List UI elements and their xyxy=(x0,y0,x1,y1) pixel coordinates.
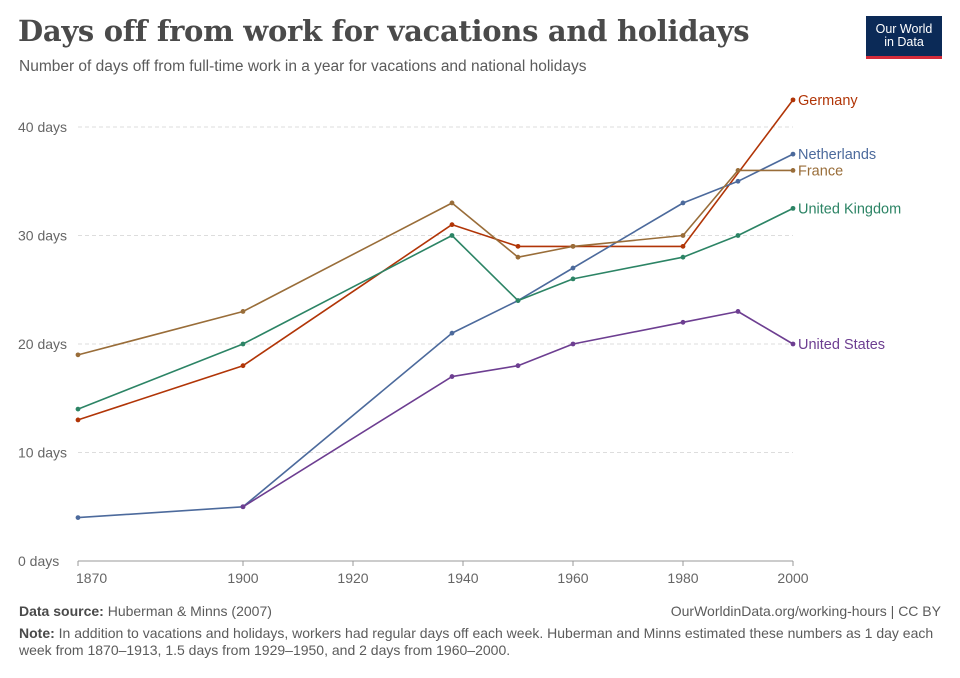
x-tick-label: 1870 xyxy=(76,570,107,586)
data-point[interactable] xyxy=(449,233,455,238)
x-tick-label: 1900 xyxy=(227,570,258,586)
data-source-text[interactable]: Huberman & Minns (2007) xyxy=(107,603,272,619)
data-point[interactable] xyxy=(735,168,741,173)
data-point[interactable] xyxy=(735,178,741,184)
chart-title: Days off from work for vacations and hol… xyxy=(18,14,750,48)
series-label: United States xyxy=(798,337,885,353)
data-point[interactable] xyxy=(680,233,686,238)
data-point[interactable] xyxy=(680,200,686,206)
data-point[interactable] xyxy=(790,168,796,173)
data-point[interactable] xyxy=(515,254,521,260)
x-tick-label: 1980 xyxy=(667,570,698,586)
data-point[interactable] xyxy=(75,417,81,423)
series-united-states[interactable] xyxy=(240,309,796,510)
data-point[interactable] xyxy=(240,504,246,510)
series-netherlands[interactable] xyxy=(75,151,796,520)
data-point[interactable] xyxy=(680,243,686,249)
data-point[interactable] xyxy=(515,243,521,249)
x-tick-label: 2000 xyxy=(777,570,808,586)
line-chart: 0 days 10 days 20 days 30 days 40 days 1870 19… xyxy=(18,93,901,586)
our-world-in-data-logo[interactable]: Our World in Data xyxy=(866,16,942,59)
chart-note: Note: In addition to vacations and holid… xyxy=(19,625,939,659)
chart-subtitle: Number of days off from full-time work i… xyxy=(19,58,587,75)
data-point[interactable] xyxy=(240,341,246,347)
data-point[interactable] xyxy=(570,243,576,249)
axis-layer: 0 days 10 days 20 days 30 days 40 days 1870 19… xyxy=(18,119,809,586)
data-point[interactable] xyxy=(570,341,576,347)
y-tick-label: 10 days xyxy=(18,445,67,461)
series-united-kingdom[interactable] xyxy=(75,205,796,412)
data-point[interactable] xyxy=(515,363,521,369)
series-label: United Kingdom xyxy=(798,201,901,217)
data-point[interactable] xyxy=(790,205,796,211)
data-point[interactable] xyxy=(449,222,455,228)
series-layer xyxy=(75,97,796,520)
source-url[interactable]: OurWorldinData.org/working-hours | CC BY xyxy=(670,603,941,619)
data-source-label: Data source: xyxy=(19,603,104,619)
logo-line-2: in Data xyxy=(884,35,924,49)
data-point[interactable] xyxy=(570,265,576,271)
series-line[interactable] xyxy=(77,153,794,519)
data-point[interactable] xyxy=(735,233,741,238)
data-point[interactable] xyxy=(75,352,81,358)
series-line[interactable] xyxy=(77,169,793,356)
data-point[interactable] xyxy=(735,309,741,314)
grid-layer xyxy=(78,126,793,453)
data-point[interactable] xyxy=(449,200,455,206)
data-point[interactable] xyxy=(449,330,455,336)
data-point[interactable] xyxy=(240,309,246,314)
data-point[interactable] xyxy=(570,276,576,282)
series-line[interactable] xyxy=(242,310,794,508)
series-label: France xyxy=(798,163,843,179)
data-point[interactable] xyxy=(515,298,521,303)
series-line[interactable] xyxy=(77,99,794,421)
y-tick-label: 20 days xyxy=(18,336,67,352)
note-text: In addition to vacations and holidays, w… xyxy=(19,625,934,658)
data-point[interactable] xyxy=(240,363,246,369)
data-point[interactable] xyxy=(680,254,686,260)
data-point[interactable] xyxy=(680,319,686,325)
series-line[interactable] xyxy=(77,207,794,410)
note-label: Note: xyxy=(19,625,55,641)
series-germany[interactable] xyxy=(75,97,796,423)
data-point[interactable] xyxy=(790,341,796,347)
y-tick-label: 40 days xyxy=(18,119,67,135)
data-point[interactable] xyxy=(75,515,81,520)
data-point[interactable] xyxy=(790,151,796,157)
x-tick-label: 1960 xyxy=(557,570,588,586)
data-point[interactable] xyxy=(790,97,796,103)
data-point[interactable] xyxy=(449,374,455,379)
x-tick-label: 1940 xyxy=(447,570,478,586)
data-point[interactable] xyxy=(75,406,81,412)
y-tick-label: 30 days xyxy=(18,228,67,244)
logo-line-1: Our World xyxy=(875,22,933,36)
series-label: Germany xyxy=(798,93,858,109)
x-tick-label: 1920 xyxy=(337,570,368,586)
series-france[interactable] xyxy=(75,168,796,358)
series-label: Netherlands xyxy=(798,147,876,163)
data-source: Data source: Huberman & Minns (2007) xyxy=(19,603,272,619)
y-tick-label: 0 days xyxy=(18,553,59,569)
